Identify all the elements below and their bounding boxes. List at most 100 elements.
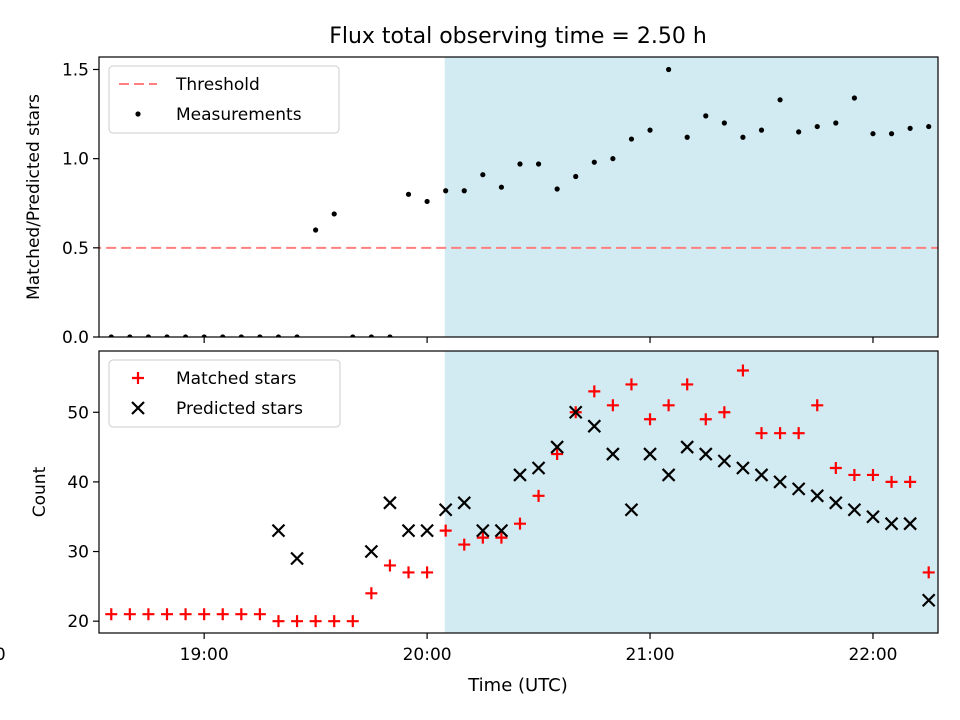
matched-stars-point xyxy=(866,468,879,481)
matched-stars-point xyxy=(439,524,452,537)
predicted-stars-point xyxy=(643,447,657,461)
y-tick-label: 1.5 xyxy=(62,60,89,80)
measurement-point xyxy=(610,156,616,162)
measurement-point xyxy=(870,131,876,137)
matched-stars-point xyxy=(681,378,694,391)
predicted-stars-point xyxy=(0,552,6,564)
predicted-stars-point xyxy=(791,482,806,496)
y-tick-label: 30 xyxy=(67,543,89,563)
matched-stars-point xyxy=(774,427,787,440)
measurement-point xyxy=(777,97,783,103)
measurement-point xyxy=(0,334,3,339)
measurement-point xyxy=(535,161,542,167)
matched-stars-point xyxy=(941,566,953,578)
measurement-point xyxy=(368,334,374,337)
matched-stars-point xyxy=(736,364,749,377)
legend-label: Threshold xyxy=(175,75,260,95)
measurement-point xyxy=(480,172,486,178)
measurement-point xyxy=(591,159,597,165)
predicted-stars-point xyxy=(698,447,713,461)
measurement-point xyxy=(257,334,263,337)
x-tick-label: 22:00 xyxy=(848,645,897,665)
measurement-point xyxy=(201,334,207,337)
legend-label: Measurements xyxy=(176,105,302,125)
predicted-stars-point xyxy=(364,544,379,559)
predicted-stars-point xyxy=(290,551,304,566)
predicted-stars-point xyxy=(773,475,787,489)
matched-stars-point xyxy=(904,475,917,488)
predicted-stars-point xyxy=(271,523,286,538)
predicted-stars-point xyxy=(921,593,936,608)
matched-stars-point xyxy=(811,399,824,412)
matched-stars-point xyxy=(885,475,898,488)
predicted-stars-point xyxy=(829,496,843,510)
matched-stars-point xyxy=(291,615,304,628)
axes-frame xyxy=(98,350,939,634)
matched-stars-point xyxy=(328,615,341,628)
y-tick-label: 0.5 xyxy=(62,239,89,259)
predicted-stars-point xyxy=(736,461,750,475)
measurement-point xyxy=(684,134,690,140)
predicted-stars-point xyxy=(847,502,862,517)
predicted-stars-point xyxy=(587,419,602,433)
matched-stars-point xyxy=(606,399,619,412)
measurement-point xyxy=(740,134,746,140)
matched-stars-point xyxy=(235,608,248,621)
matched-stars-point xyxy=(346,615,359,628)
matched-stars-point xyxy=(253,608,266,621)
matched-stars-point xyxy=(421,566,434,579)
measurement-point xyxy=(0,243,2,248)
predicted-stars-point xyxy=(884,516,899,531)
legend-label: Predicted stars xyxy=(176,399,303,419)
chart-title: Flux total observing time = 2.50 h xyxy=(329,24,707,49)
plot-area xyxy=(0,57,938,339)
matched-stars-point xyxy=(476,531,489,544)
predicted-stars-point xyxy=(866,509,880,524)
matched-stars-point xyxy=(718,406,731,419)
matched-stars-point xyxy=(12,608,24,620)
y-axis-label: Matched/Predicted stars xyxy=(24,94,44,300)
measurement-point xyxy=(573,173,579,180)
matched-stars-point xyxy=(383,559,396,572)
predicted-stars-point xyxy=(12,552,24,564)
measurement-point xyxy=(703,113,709,119)
measurement-point xyxy=(331,211,337,217)
legend-box xyxy=(108,359,341,428)
y-axis-label: Count xyxy=(30,466,50,517)
matched-stars-point xyxy=(309,615,322,628)
matched-stars-point xyxy=(588,385,601,398)
measurement-point xyxy=(647,127,653,133)
measurement-point xyxy=(666,66,672,73)
matched-stars-point xyxy=(179,608,192,621)
matched-stars-point xyxy=(198,608,211,621)
measurement-point xyxy=(554,186,560,192)
x-tick-label: 19:00 xyxy=(180,645,229,665)
measurement-point xyxy=(127,334,133,337)
measurement-point xyxy=(275,334,282,337)
x-tick-label: 21:00 xyxy=(626,645,675,665)
predicted-stars-point xyxy=(680,440,694,454)
predicted-stars-point xyxy=(903,516,917,531)
predicted-stars-point xyxy=(494,523,509,538)
matched-stars-point xyxy=(662,399,675,412)
predicted-stars-point xyxy=(717,454,732,468)
matched-stars-point xyxy=(513,517,526,530)
axes-frame xyxy=(98,56,939,338)
matched-stars-point xyxy=(458,538,471,551)
measurement-point xyxy=(294,334,300,337)
plot-area xyxy=(0,351,953,633)
measurement-point xyxy=(907,125,913,131)
y-tick-label: 0.0 xyxy=(62,328,89,348)
legend-label: Matched stars xyxy=(176,369,296,389)
measurement-point xyxy=(145,334,152,337)
matched-stars-point xyxy=(105,608,118,621)
top-panel-flux-ratio: 0.0 0.5 1.0 1.5 Matched/Predicted stars Thres… xyxy=(0,56,939,348)
matched-stars-point xyxy=(216,608,229,621)
predicted-stars-point xyxy=(420,523,434,538)
matched-stars-point xyxy=(792,427,805,440)
y-tick-label: 50 xyxy=(67,403,89,423)
observing-window-shade xyxy=(444,57,938,337)
matched-stars-point xyxy=(848,468,861,481)
measurement-point xyxy=(238,334,244,337)
